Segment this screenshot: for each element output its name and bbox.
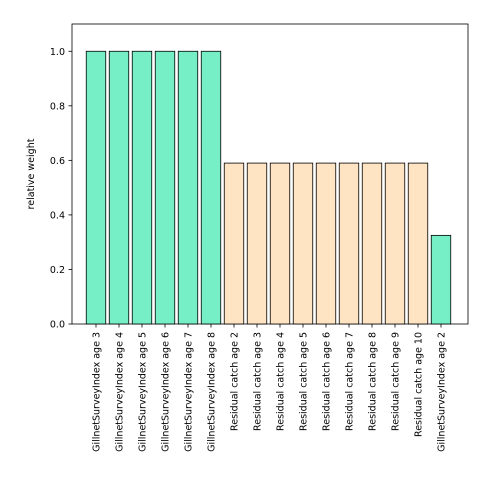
y-tick-label-4: 0.6 xyxy=(50,156,65,167)
y-tick-label-1: 0.0 xyxy=(50,320,65,331)
x-tick-label-3: GillnetSurveyIndex age 5 xyxy=(138,332,149,452)
bar-1 xyxy=(85,50,107,325)
x-tick-label-2: GillnetSurveyIndex age 4 xyxy=(115,332,126,452)
x-tick-label-11: Residual catch age 6 xyxy=(322,332,333,431)
bars-group xyxy=(85,50,452,325)
x-tick-label-9: Residual catch age 4 xyxy=(276,332,287,431)
x-tick-label-14: Residual catch age 9 xyxy=(391,332,402,431)
x-tick-label-4: GillnetSurveyIndex age 6 xyxy=(161,332,172,452)
bar-7 xyxy=(223,162,245,325)
bar-14 xyxy=(384,162,406,325)
bar-9 xyxy=(269,162,291,325)
bar-6 xyxy=(200,50,222,325)
bar-2 xyxy=(108,50,130,325)
x-tick-label-15: Residual catch age 10 xyxy=(414,332,425,437)
x-tick-label-8: Residual catch age 3 xyxy=(253,332,264,431)
x-tick-label-12: Residual catch age 7 xyxy=(345,332,356,431)
x-tick-label-13: Residual catch age 8 xyxy=(368,332,379,431)
x-tick-label-1: GillnetSurveyIndex age 3 xyxy=(92,332,103,452)
x-tick-label-10: Residual catch age 5 xyxy=(299,332,310,431)
y-axis-label: relative weight xyxy=(26,138,37,209)
bar-5 xyxy=(177,50,199,325)
bar-11 xyxy=(315,162,337,325)
y-axis-ticks: 0.0 0.2 0.4 0.6 0.8 1.0 xyxy=(50,47,72,331)
bar-15 xyxy=(407,162,429,325)
bar-10 xyxy=(292,162,314,325)
x-tick-label-7: Residual catch age 2 xyxy=(230,332,241,431)
bar-12 xyxy=(338,162,360,325)
x-tick-label-5: GillnetSurveyIndex age 7 xyxy=(184,332,195,452)
x-axis-ticks: GillnetSurveyIndex age 3 GillnetSurveyInd… xyxy=(92,324,448,452)
bar-4 xyxy=(154,50,176,325)
y-tick-label-2: 0.2 xyxy=(50,265,65,276)
bar-13 xyxy=(361,162,383,325)
bar-8 xyxy=(246,162,268,325)
bar-3 xyxy=(131,50,153,325)
y-tick-label-5: 0.8 xyxy=(50,101,65,112)
x-tick-label-16: GillnetSurveyIndex age 2 xyxy=(437,332,448,452)
x-tick-label-6: GillnetSurveyIndex age 8 xyxy=(207,332,218,452)
y-tick-label-3: 0.4 xyxy=(50,210,65,221)
y-tick-label-6: 1.0 xyxy=(50,47,65,58)
bar-16 xyxy=(430,234,452,325)
